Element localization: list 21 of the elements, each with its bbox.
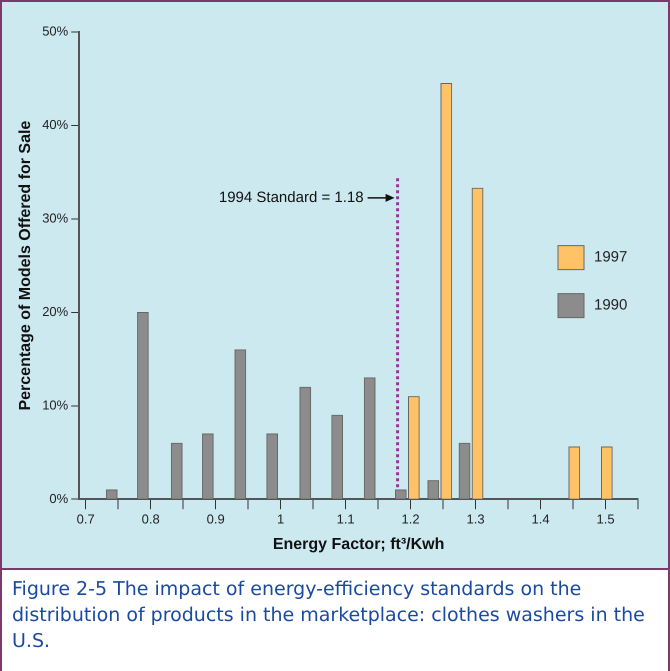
x-tick-label: 0.8 — [142, 512, 160, 527]
y-tick-label: 40% — [42, 117, 69, 132]
legend-label: 1990 — [594, 296, 628, 314]
y-tick-label: 0% — [49, 490, 69, 506]
x-tick-label: 1.2 — [402, 512, 420, 527]
x-tick-label: 0.7 — [76, 512, 95, 527]
y-axis-title: Percentage of Models Offered for Sale — [17, 120, 34, 411]
x-axis-title: Energy Factor; ft³/Kwh — [272, 536, 444, 553]
ref-line-label: 1994 Standard = 1.18 — [218, 188, 364, 206]
x-tick-label: 0.9 — [206, 512, 225, 527]
x-tick-label: 1.1 — [336, 512, 355, 527]
x-tick-label: 1.5 — [596, 512, 615, 527]
caption: Figure 2-5 The impact of energy-efficiency standards on the distribution of products in the marketplace: clothes washers in the U.S. — [2, 568, 668, 671]
y-tick-label: 30% — [42, 210, 69, 226]
x-tick-label: 1.3 — [466, 512, 485, 527]
x-tick-label: 1.4 — [532, 512, 550, 527]
x-tick-label: 1 — [277, 512, 284, 527]
legend-label: 1997 — [594, 248, 628, 266]
y-tick-label: 20% — [42, 304, 69, 319]
y-tick-label: 10% — [42, 397, 69, 412]
y-tick-label: 50% — [42, 24, 69, 39]
